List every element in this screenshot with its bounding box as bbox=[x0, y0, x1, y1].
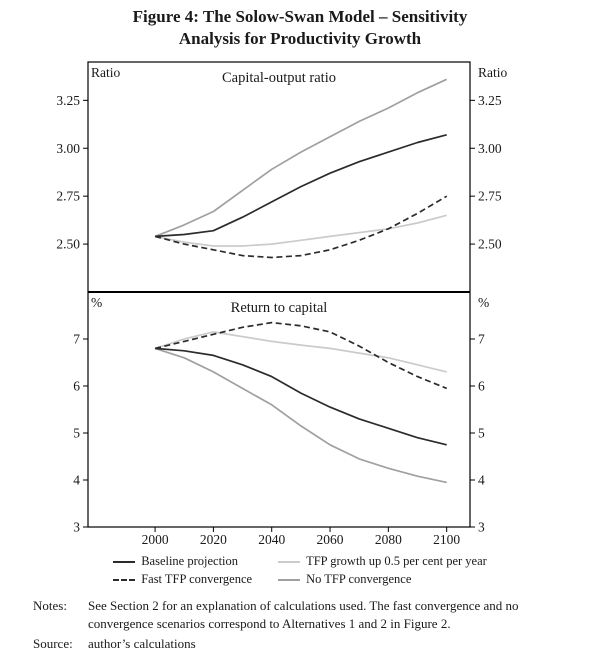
legend-swatch-baseline-projection bbox=[113, 560, 136, 563]
y-tick-label-left: 3.25 bbox=[56, 93, 80, 108]
chart-frame bbox=[87, 61, 471, 528]
y-tick-label-right: 6 bbox=[478, 379, 485, 394]
figure-title: Figure 4: The Solow-Swan Model – Sensiti… bbox=[0, 6, 600, 50]
series-line-fast-tfp-convergence bbox=[154, 195, 448, 259]
y-tick-label-right: 2.75 bbox=[478, 189, 502, 204]
legend-label-tfp-growth-up-0-5-per-cent-per-year: TFP growth up 0.5 per cent per year bbox=[306, 554, 487, 569]
series-line-tfp-growth-up-0-5-per-cent-per-year bbox=[154, 214, 447, 248]
legend-item-baseline-projection: Baseline projection bbox=[113, 554, 252, 569]
y-tick-label-left: 4 bbox=[73, 473, 80, 488]
notes-text: See Section 2 for an explanation of calc… bbox=[88, 598, 519, 631]
legend-label-no-tfp-convergence: No TFP convergence bbox=[306, 572, 412, 587]
x-tick-label: 2020 bbox=[200, 532, 227, 547]
series-line-fast-tfp-convergence bbox=[154, 321, 448, 390]
series-line-tfp-growth-up-0-5-per-cent-per-year bbox=[154, 331, 447, 373]
y-tick-label-left: 7 bbox=[73, 332, 80, 347]
panel-title-return-to-capital: Return to capital bbox=[231, 300, 328, 316]
legend-item-tfp-growth-up-0-5-per-cent-per-year: TFP growth up 0.5 per cent per year bbox=[278, 554, 487, 569]
y-tick-label-left: 2.75 bbox=[56, 189, 80, 204]
y-tick-label-left: 2.50 bbox=[56, 237, 80, 252]
y-tick-label-left: 3 bbox=[73, 520, 80, 535]
legend-item-fast-tfp-convergence: Fast TFP convergence bbox=[113, 572, 252, 587]
series-line-no-tfp-convergence bbox=[154, 347, 447, 484]
panel-title-capital-output-ratio: Capital-output ratio bbox=[222, 70, 336, 86]
axis-unit-label-right: Ratio bbox=[478, 65, 507, 80]
y-tick-label-right: 3.00 bbox=[478, 141, 502, 156]
y-tick-label-right: 4 bbox=[478, 473, 485, 488]
y-tick-label-right: 7 bbox=[478, 332, 485, 347]
y-tick-label-right: 3 bbox=[478, 520, 485, 535]
source-label: Source: bbox=[33, 636, 73, 652]
axis-unit-label-right: % bbox=[478, 295, 489, 310]
axis-unit-label-left: % bbox=[91, 295, 102, 310]
x-tick-label: 2000 bbox=[142, 532, 169, 547]
axis-unit-label-left: Ratio bbox=[91, 65, 120, 80]
x-tick-label: 2100 bbox=[433, 532, 460, 547]
legend-label-baseline-projection: Baseline projection bbox=[141, 554, 239, 569]
figure-title-line2: Analysis for Productivity Growth bbox=[178, 29, 422, 49]
legend-swatch-no-tfp-convergence bbox=[278, 578, 301, 581]
y-tick-label-left: 3.00 bbox=[56, 141, 80, 156]
y-tick-label-right: 3.25 bbox=[478, 93, 502, 108]
y-tick-label-left: 6 bbox=[73, 379, 80, 394]
series-line-baseline-projection bbox=[155, 347, 447, 446]
legend-swatch-tfp-growth-up-0-5-per-cent-per-year bbox=[278, 560, 301, 563]
legend-swatch-fast-tfp-convergence bbox=[113, 578, 136, 581]
figure-title-line1: Figure 4: The Solow-Swan Model – Sensiti… bbox=[132, 7, 468, 26]
x-tick-label: 2040 bbox=[258, 532, 285, 547]
source-row: Source: author’s calculations bbox=[33, 635, 600, 653]
legend-label-fast-tfp-convergence: Fast TFP convergence bbox=[141, 572, 253, 587]
notes-row: Notes: See Section 2 for an explanation … bbox=[33, 597, 600, 632]
notes-section: Notes: See Section 2 for an explanation … bbox=[33, 597, 600, 653]
chart-svg: 2.50 2.50 2.75 2.75 3.00 3.00 3.25 3.25 Ratio Rat… bbox=[56, 61, 507, 547]
source-text: author’s calculations bbox=[88, 636, 196, 652]
x-tick-label: 2080 bbox=[375, 532, 402, 547]
y-tick-label-left: 5 bbox=[73, 426, 80, 441]
y-tick-label-right: 5 bbox=[478, 426, 485, 441]
legend-item-no-tfp-convergence: No TFP convergence bbox=[278, 572, 487, 587]
chart-legend: Baseline projection TFP growth up 0.5 per… bbox=[0, 554, 600, 587]
x-tick-label: 2060 bbox=[317, 532, 344, 547]
notes-label: Notes: bbox=[33, 598, 67, 614]
y-tick-label-right: 2.50 bbox=[478, 237, 502, 252]
series-line-no-tfp-convergence bbox=[154, 78, 448, 238]
series-line-baseline-projection bbox=[155, 134, 447, 238]
